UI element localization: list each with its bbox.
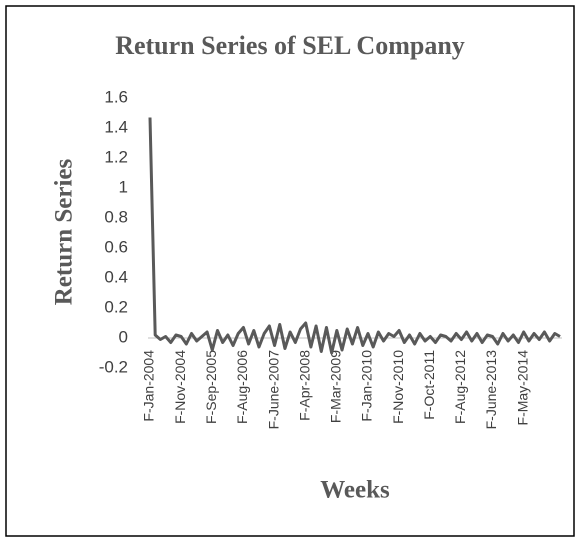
y-tick-label: 1 (119, 177, 128, 196)
x-tick-label: F-Aug-2006 (234, 350, 250, 424)
y-axis-label: Return Series (51, 158, 78, 305)
y-tick-label: 0.2 (104, 297, 128, 316)
x-tick-label: F-Apr-2008 (296, 350, 312, 421)
chart-border (5, 5, 575, 537)
chart-title: Return Series of SEL Company (115, 31, 465, 60)
y-tick-label: 0.6 (104, 237, 128, 256)
x-tick-label: F-Mar-2009 (328, 350, 344, 423)
x-tick-label: F-June-2007 (265, 350, 281, 430)
y-tick-label: 1.6 (104, 87, 128, 106)
y-tick-label: 1.4 (104, 117, 128, 136)
y-tick-label: 0.8 (104, 207, 128, 226)
x-tick-label: F-Aug-2012 (452, 350, 468, 424)
x-tick-label: F-Jan-2010 (359, 350, 375, 422)
x-tick-label: F-Nov-2010 (390, 350, 406, 424)
x-tick-label: F-Oct-2011 (421, 350, 437, 420)
x-tick-label: F-May-2014 (514, 350, 530, 426)
y-tick-label: 0 (119, 327, 128, 346)
x-tick-label: F-Jan-2004 (141, 350, 157, 422)
x-tick-label: F-Nov-2004 (172, 350, 188, 424)
x-tick-label: F-Sep-2005 (203, 350, 219, 424)
x-axis-label: Weeks (320, 477, 390, 504)
x-tick-label: F-June-2013 (483, 350, 499, 430)
y-tick-label: -0.2 (99, 357, 128, 376)
y-tick-label: 0.4 (104, 267, 128, 286)
data-line (148, 117, 561, 355)
y-tick-label: 1.2 (104, 147, 128, 166)
